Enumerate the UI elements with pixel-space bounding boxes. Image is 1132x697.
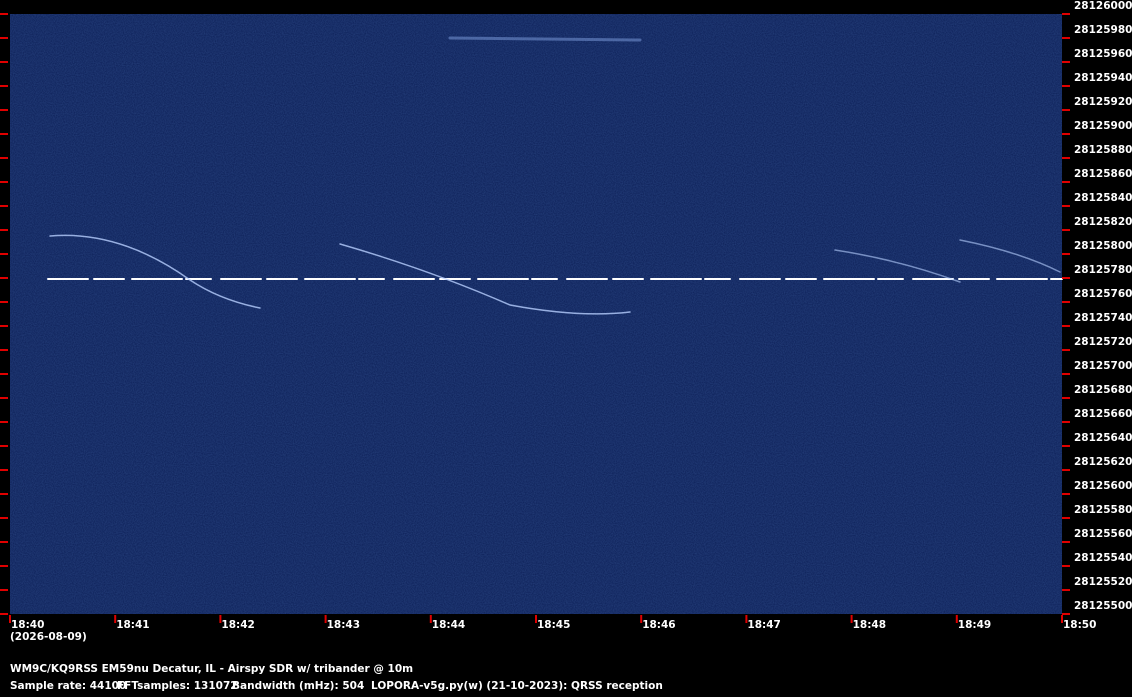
- y-tick-label: 28125720: [1074, 336, 1132, 348]
- fft-samples: FFTsamples: 131072: [117, 680, 238, 692]
- y-tick-label: 28125640: [1074, 432, 1132, 444]
- y-tick-label: 28125620: [1074, 456, 1132, 468]
- drift-trace: [339, 243, 631, 315]
- drift-trace: [834, 249, 961, 283]
- y-tick-label: 28125500: [1074, 600, 1132, 612]
- y-tick-label: 28125800: [1074, 240, 1132, 252]
- drift-trace: [49, 234, 261, 309]
- x-tick-label: 18:47: [747, 619, 780, 631]
- y-tick-label: 28125760: [1074, 288, 1132, 300]
- x-tick-label: 18:40: [11, 619, 44, 631]
- y-tick-label: 28125580: [1074, 504, 1132, 516]
- x-tick-label: 18:43: [327, 619, 360, 631]
- x-tick-label: 18:46: [642, 619, 675, 631]
- x-tick-label: 18:45: [537, 619, 570, 631]
- plot-noise: [10, 14, 1062, 614]
- y-tick-label: 28125860: [1074, 168, 1132, 180]
- faint-trace: [448, 36, 642, 42]
- y-tick-label: 28125600: [1074, 480, 1132, 492]
- y-tick-label: 28125840: [1074, 192, 1132, 204]
- y-tick-label: 28125660: [1074, 408, 1132, 420]
- x-tick-label: 18:49: [958, 619, 991, 631]
- drift-trace: [959, 239, 1061, 273]
- bandwidth: Bandwidth (mHz): 504: [232, 680, 364, 692]
- y-tick-label: 28125780: [1074, 264, 1132, 276]
- y-tick-label: 28125540: [1074, 552, 1132, 564]
- station-label: WM9C/KQ9RSS EM59nu Decatur, IL - Airspy …: [10, 663, 413, 675]
- y-tick-label: 28125940: [1074, 72, 1132, 84]
- y-tick-label: 28125980: [1074, 24, 1132, 36]
- x-tick-label: 18:50: [1063, 619, 1096, 631]
- x-tick-label: 18:48: [853, 619, 886, 631]
- date-label: (2026-08-09): [10, 631, 87, 643]
- y-tick-label: 28125520: [1074, 576, 1132, 588]
- software: LOPORA-v5g.py(w) (21-10-2023): QRSS rece…: [371, 680, 663, 692]
- y-tick-label: 28126000: [1074, 0, 1132, 12]
- x-tick-label: 18:41: [116, 619, 149, 631]
- sample-rate: Sample rate: 44100: [10, 680, 126, 692]
- y-tick-label: 28125880: [1074, 144, 1132, 156]
- y-tick-label: 28125900: [1074, 120, 1132, 132]
- signal-traces: [47, 36, 1063, 315]
- x-tick-label: 18:42: [221, 619, 254, 631]
- y-tick-label: 28125820: [1074, 216, 1132, 228]
- y-tick-label: 28125740: [1074, 312, 1132, 324]
- y-tick-label: 28125920: [1074, 96, 1132, 108]
- y-tick-label: 28125680: [1074, 384, 1132, 396]
- y-tick-label: 28125700: [1074, 360, 1132, 372]
- x-tick-label: 18:44: [432, 619, 465, 631]
- y-tick-label: 28125560: [1074, 528, 1132, 540]
- y-tick-label: 28125960: [1074, 48, 1132, 60]
